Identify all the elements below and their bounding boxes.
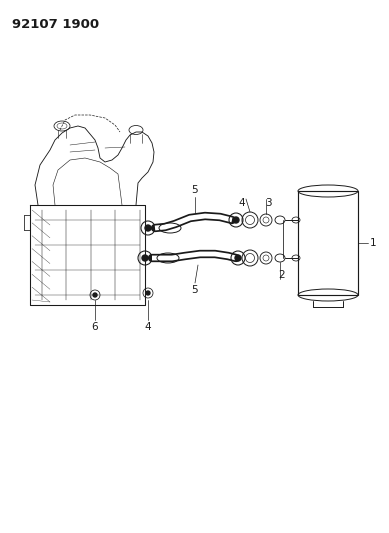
Circle shape	[233, 217, 239, 223]
Text: 1: 1	[370, 238, 377, 248]
Text: 5: 5	[192, 185, 198, 195]
Text: 2: 2	[279, 270, 285, 280]
Circle shape	[93, 293, 97, 297]
Text: 92107 1900: 92107 1900	[12, 18, 99, 31]
Circle shape	[145, 225, 151, 231]
Circle shape	[146, 291, 150, 295]
Circle shape	[142, 255, 148, 261]
Text: 4: 4	[239, 198, 245, 208]
Circle shape	[235, 255, 241, 261]
Text: 5: 5	[192, 285, 198, 295]
Text: 4: 4	[145, 322, 151, 332]
Bar	[298, 191, 358, 295]
Text: 3: 3	[265, 198, 271, 208]
Text: 6: 6	[92, 322, 98, 332]
